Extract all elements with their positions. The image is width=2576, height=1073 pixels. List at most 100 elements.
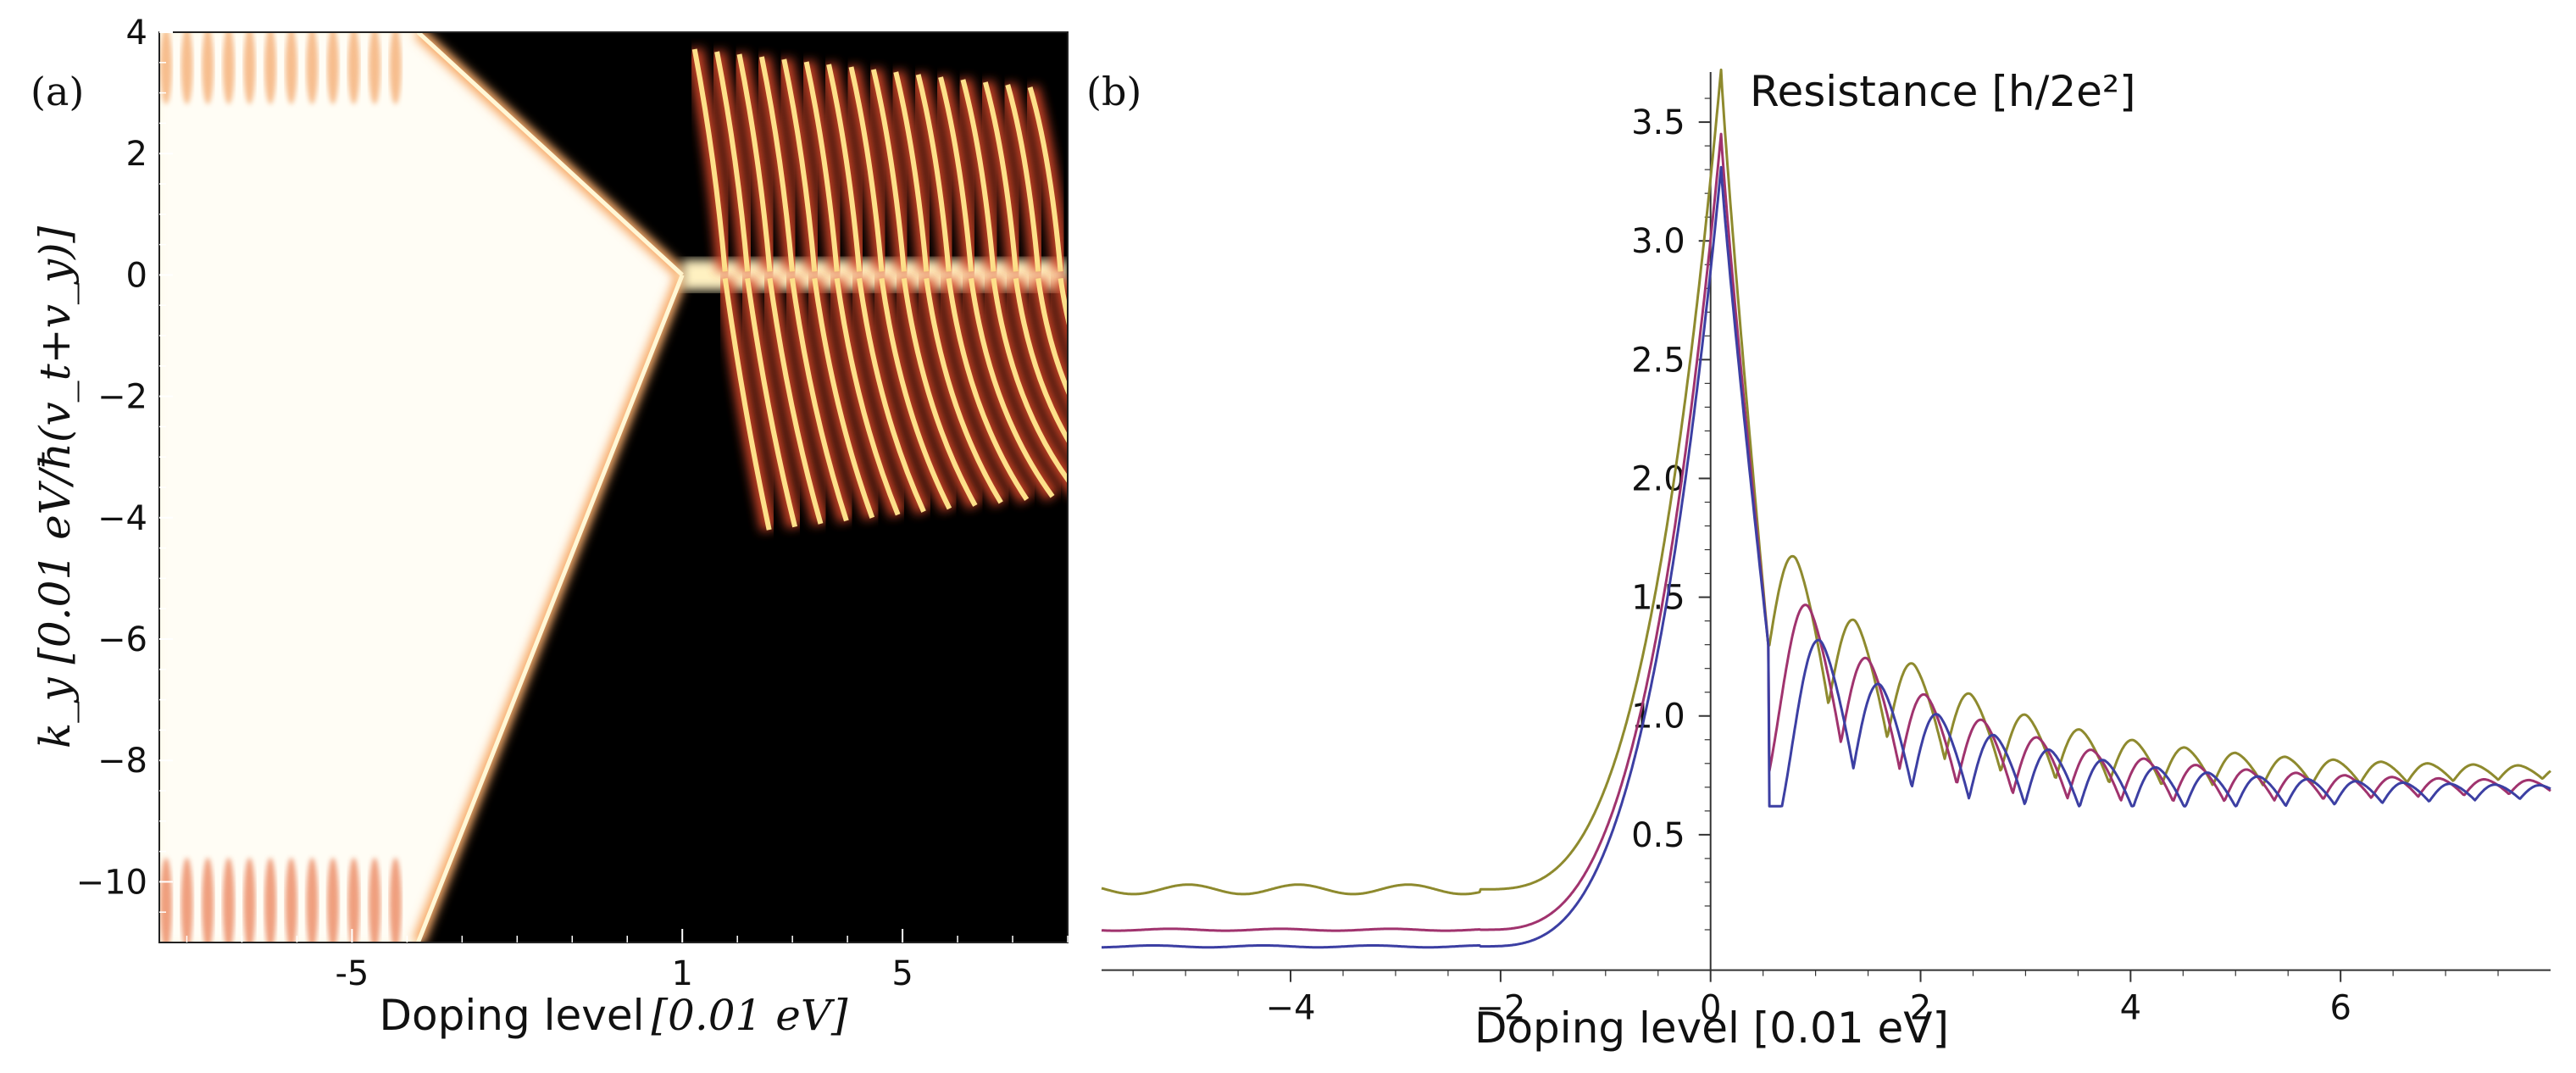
- fan-line-lower: [901, 277, 978, 507]
- resistance-x-tick-label: 0: [1700, 989, 1721, 1028]
- bottom-fringe: [369, 858, 381, 942]
- fan-line-upper: [803, 61, 840, 272]
- fan-line-lower: [722, 277, 772, 531]
- resistance-y-tick-label: 0.5: [1631, 816, 1685, 855]
- top-fringe: [347, 32, 360, 104]
- heatmap-x-tick-label: 1: [671, 954, 692, 993]
- heatmap-intensity-layer: [159, 32, 1068, 942]
- resistance-series: [1101, 68, 2551, 949]
- fan-line-upper: [826, 64, 863, 272]
- heatmap-y-tick-label: 2: [126, 135, 147, 174]
- top-fringe: [243, 32, 256, 104]
- resistance-series-line: [1101, 132, 2551, 932]
- top-fringe: [202, 32, 214, 104]
- heatmap-y-tick-label: −2: [97, 378, 147, 417]
- bottom-fringe: [243, 858, 256, 942]
- resistance-x-tick-label: −2: [1475, 989, 1525, 1028]
- fan-line-lower-glow: [1052, 277, 1068, 352]
- fan-line-upper: [736, 53, 773, 272]
- heatmap-x-axis-title: Doping level [0.01 eV]: [380, 991, 848, 1040]
- bottom-fringe: [326, 858, 339, 942]
- resistance-y-tick-label: 3.0: [1631, 222, 1685, 261]
- heatmap-x-tick-label: -5: [335, 954, 369, 993]
- heatmap-y-tick-label: −6: [97, 620, 147, 659]
- bottom-fringe: [389, 858, 402, 942]
- top-fringe: [369, 32, 381, 104]
- fan-line-upper: [848, 66, 885, 272]
- fan-line-lower: [834, 277, 901, 516]
- fan-line-upper: [915, 74, 952, 272]
- fan-line-upper: [781, 58, 818, 272]
- fan-line-lower: [991, 277, 1068, 484]
- upper-branch: [416, 32, 684, 277]
- resistance-x-tick-label: 2: [1910, 989, 1931, 1028]
- bottom-fringe: [264, 858, 277, 942]
- fan-line-upper: [1027, 86, 1063, 272]
- heatmap-ticks: 4 2 0 −2 −4 −6 −8 −10 -5 1 5: [76, 14, 1069, 993]
- top-fringe: [222, 32, 235, 104]
- fan-line-upper: [938, 76, 974, 272]
- bottom-fringe: [160, 858, 172, 942]
- heatmap-y-axis-title: k_y [0.01 eV/ħ(v_t+v_y)]: [31, 225, 80, 748]
- resistance-axes: −4 −2 0 2 4 60.51.01.52.02.53.03.5: [1102, 72, 2551, 1028]
- bottom-fringe: [202, 858, 214, 942]
- fan-line-upper: [1005, 84, 1041, 272]
- heatmap-panel: (a) 4 2 0 −2 −4 −6 −8 −10 -5 1 5 Doping level [0.01…: [31, 14, 1069, 1040]
- fan-line-lower: [745, 277, 798, 528]
- resistance-series-line: [1101, 165, 2551, 949]
- top-fringe: [389, 32, 402, 104]
- fan-line-upper: [893, 71, 930, 272]
- fan-line-lower: [946, 277, 1030, 501]
- panel-label-b: (b): [1086, 69, 1141, 114]
- panel-label-a: (a): [31, 69, 84, 114]
- heatmap-y-tick-label: −8: [97, 742, 147, 781]
- fan-line-lower: [857, 277, 926, 513]
- heatmap-x-axis-label: Doping level: [380, 991, 645, 1040]
- heatmap-y-tick-label: 4: [126, 14, 147, 53]
- top-fringe: [180, 32, 193, 104]
- fan-line-lower: [1058, 277, 1068, 329]
- resistance-y-tick-label: 2.5: [1631, 341, 1685, 380]
- resistance-x-tick-label: −4: [1266, 989, 1316, 1028]
- fan-line-lower: [969, 277, 1055, 498]
- top-fringe: [264, 32, 277, 104]
- fan-line-upper: [714, 51, 751, 272]
- heatmap-y-tick-label: −10: [76, 863, 147, 902]
- fan-line-lower: [789, 277, 849, 522]
- resistance-panel: (b) −4 −2 0 2 4 60.51.01.52.02.53.03.5 Resist…: [1086, 67, 2551, 1053]
- bottom-fringe: [285, 858, 297, 942]
- resistance-x-axis-title: Doping level [0.01 eV]: [1474, 1004, 1949, 1053]
- fan-line-lower: [812, 277, 875, 519]
- top-fringe: [160, 32, 172, 104]
- fan-line-lower: [1013, 277, 1068, 445]
- bottom-fringe: [306, 858, 319, 942]
- fan-line-upper: [691, 48, 728, 272]
- bright-region-glow: [159, 32, 683, 942]
- heatmap-y-tick-label: −4: [97, 499, 147, 538]
- bottom-fringe: [180, 858, 193, 942]
- heatmap-x-axis-unit: [0.01 eV]: [652, 991, 848, 1040]
- heatmap-x-tick-label: 5: [891, 954, 913, 993]
- resistance-y-tick-label: 1.5: [1631, 579, 1685, 618]
- fan-line-lower: [767, 277, 824, 525]
- fan-line-upper: [870, 69, 907, 272]
- bottom-fringe: [222, 858, 235, 942]
- fan-line-lower: [1035, 277, 1068, 398]
- resistance-x-tick-label: 6: [2329, 989, 2351, 1028]
- resistance-x-tick-label: 4: [2120, 989, 2141, 1028]
- top-fringe: [285, 32, 297, 104]
- heatmap-y-tick-label: 0: [126, 256, 147, 295]
- resistance-y-tick-label: 3.5: [1631, 103, 1685, 142]
- bottom-fringe: [347, 858, 360, 942]
- fan-line-upper: [960, 79, 997, 272]
- resistance-title: Resistance [h/2e²]: [1750, 67, 2136, 116]
- top-fringe: [306, 32, 319, 104]
- fan-line-upper: [982, 81, 1019, 272]
- fan-line-upper: [758, 56, 795, 272]
- lower-branch: [416, 274, 685, 942]
- fan-line-lower: [879, 277, 952, 510]
- fan-line-lower: [924, 277, 1003, 504]
- resistance-series-line: [1101, 68, 2551, 896]
- top-fringe: [326, 32, 339, 104]
